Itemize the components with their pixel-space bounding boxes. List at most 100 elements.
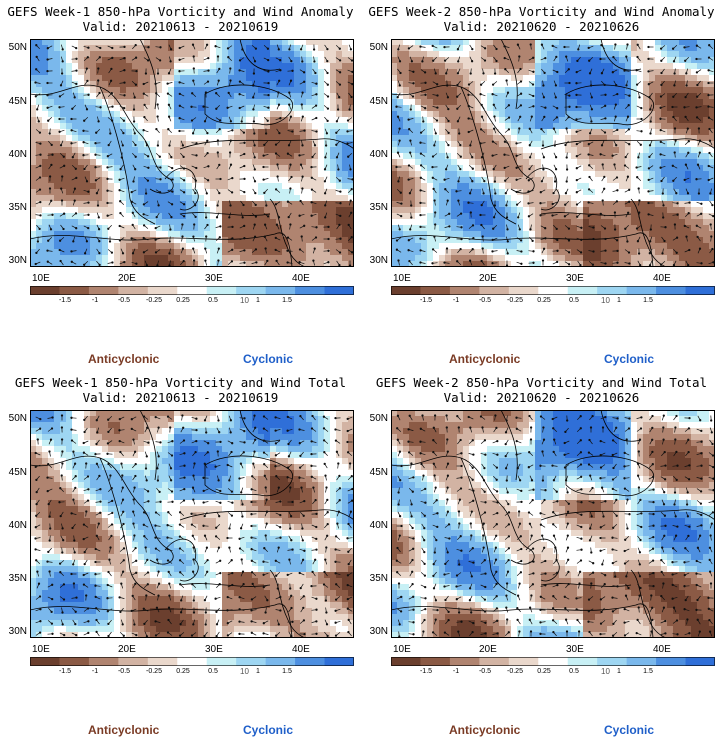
lon-label: 40E [653,644,671,655]
cyclonic-label: Cyclonic [604,352,655,366]
cyclonic-label: Cyclonic [604,723,655,737]
colorbar-swatch [391,286,421,295]
lon-label: 20E [479,644,497,655]
wind-vectors [34,43,354,267]
map-frame [30,39,354,267]
colorbar-label: 0.5 [208,297,218,304]
colorbar-swatch [206,657,237,666]
colorbar-frame [30,286,354,295]
colorbar-swatch [449,657,480,666]
colorbar-unit: 10 [601,296,610,305]
colorbar-swatch [538,286,569,295]
lat-label: 30N [8,626,27,637]
lon-label: 20E [118,273,136,284]
panel-title: GEFS Week-2 850-hPa Vorticity and Wind A… [368,4,715,19]
colorbar-label: 0.25 [176,668,190,675]
colorbar-swatch [626,286,657,295]
lat-label: 35N [8,573,27,584]
lon-label: 20E [479,273,497,284]
vorticity-shading [30,39,354,267]
map-frame [391,410,715,638]
vorticity-shading [391,39,715,267]
colorbar-swatch [30,286,60,295]
colorbar-frame [391,286,715,295]
colorbar-swatch [88,657,119,666]
colorbar-swatch [391,657,421,666]
lat-label: 40N [8,520,27,531]
colorbar-label: -0.5 [117,668,131,675]
colorbar-frame [30,657,354,666]
colorbar-label: 0.5 [569,668,579,675]
colorbar-label: 0.25 [176,297,190,304]
anticyclonic-label: Anticyclonic [88,352,160,366]
colorbar-label: -0.5 [478,297,492,304]
lat-label: 50N [8,413,27,424]
colorbar-swatch [206,286,237,295]
colorbar-swatch [88,286,119,295]
lat-label: 50N [369,42,388,53]
colorbar-swatch [324,286,354,295]
panel-title: GEFS Week-1 850-hPa Vorticity and Wind A… [7,4,354,19]
colorbar-swatch [420,286,451,295]
colorbar-swatch [177,286,208,295]
colorbar-swatch [147,657,178,666]
colorbar-swatch [236,286,267,295]
lat-label: 50N [369,413,388,424]
colorbar-label: -0.25 [146,668,162,675]
colorbar-swatch [656,286,687,295]
colorbar-swatch [508,286,539,295]
colorbar-label: -0.5 [117,297,131,304]
lat-label: 35N [369,202,388,213]
colorbar-label: 1.5 [643,668,653,675]
lon-label: 40E [292,273,310,284]
colorbar-label: 0.5 [208,668,218,675]
wind-vectors [34,414,354,638]
colorbar-swatch [265,286,296,295]
lon-label: 30E [566,273,584,284]
colorbar-frame [391,657,715,666]
lat-label: 45N [369,96,388,107]
lon-label: 10E [393,644,411,655]
colorbar-swatch [295,286,326,295]
lon-label: 30E [205,273,223,284]
lon-label: 40E [292,644,310,655]
colorbar-label: -0.5 [478,668,492,675]
lat-label: 40N [8,149,27,160]
map-frame [391,39,715,267]
colorbar [30,657,354,666]
colorbar-label: 1.5 [282,668,292,675]
colorbar-swatch [538,657,569,666]
map-panel-week2-anomaly: GEFS Week-2 850-hPa Vorticity and Wind A… [361,0,722,371]
vorticity-map [30,410,354,638]
colorbar-swatch [567,286,598,295]
colorbar-swatch [508,657,539,666]
colorbar-label: -0.25 [507,668,523,675]
colorbar-swatch [597,286,628,295]
colorbar-label: 1.5 [643,297,653,304]
panel-valid-dates: Valid: 20210620 - 20210626 [443,390,640,405]
lat-label: 45N [369,467,388,478]
colorbar-swatch [324,657,354,666]
colorbar-label: -1 [452,668,460,675]
colorbar-swatch [177,657,208,666]
colorbar-swatch [59,657,90,666]
map-frame [30,410,354,638]
colorbar-swatch [147,286,178,295]
coastlines [30,410,354,638]
colorbar [391,657,715,666]
colorbar-label: 0.5 [569,297,579,304]
lon-label: 40E [653,273,671,284]
colorbar-swatch [30,657,60,666]
map-panel-week1-anomaly: GEFS Week-1 850-hPa Vorticity and Wind A… [0,0,361,371]
colorbar-label: -1.5 [419,297,433,304]
colorbar-swatch [118,286,149,295]
colorbar-label: 1 [256,297,260,304]
colorbar-label: -1.5 [419,668,433,675]
lat-label: 40N [369,520,388,531]
lat-label: 40N [369,149,388,160]
colorbar-swatch [567,657,598,666]
colorbar-swatch [449,286,480,295]
colorbar-swatch [685,286,715,295]
cyclonic-label: Cyclonic [243,352,294,366]
lat-label: 50N [8,42,27,53]
